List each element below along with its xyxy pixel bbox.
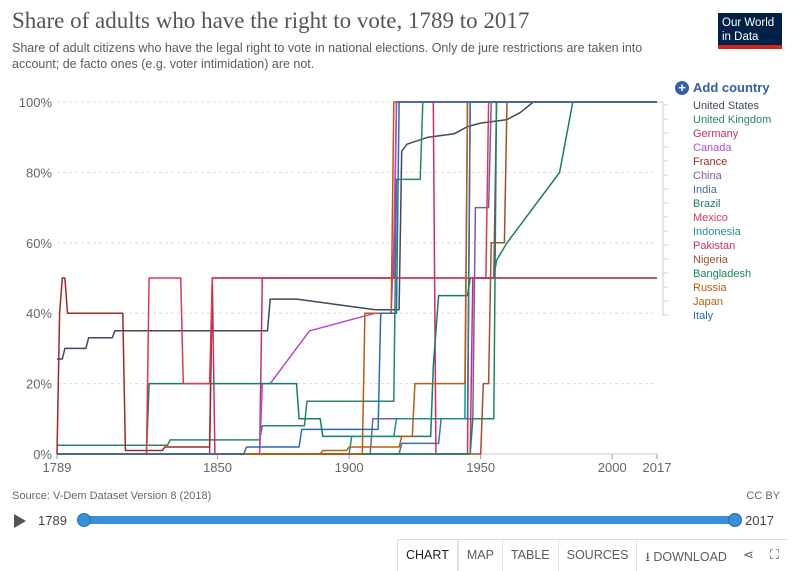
tab-download-label: DOWNLOAD: [653, 550, 727, 564]
legend-label: Nigeria: [693, 254, 729, 266]
add-country-label: Add country: [693, 80, 770, 95]
tab-download[interactable]: ⭳ DOWNLOAD: [636, 540, 735, 571]
tab-chart[interactable]: CHART: [397, 540, 458, 571]
series-line-japan: [57, 101, 657, 455]
legend-label: United States: [693, 100, 760, 112]
x-tick-label: 2000: [598, 460, 627, 475]
legend-label: Mexico: [693, 212, 728, 224]
series-line-united-kingdom: [57, 101, 657, 446]
series-line-india: [57, 101, 657, 455]
source-note[interactable]: Source: V-Dem Dataset Version 8 (2018): [12, 490, 212, 502]
x-tick-label: 1789: [43, 460, 72, 475]
tab-sources[interactable]: SOURCES: [557, 540, 637, 571]
x-tick-label: 2017: [643, 460, 672, 475]
y-tick-label: 100%: [19, 95, 53, 110]
timeline-start-label: 1789: [38, 513, 67, 528]
y-tick-label: 40%: [26, 306, 52, 321]
chart-subtitle: Share of adult citizens who have the leg…: [12, 41, 643, 71]
series-line-brazil: [57, 101, 657, 455]
license-note[interactable]: CC BY: [746, 490, 780, 502]
legend-label: Germany: [693, 128, 739, 140]
tab-bar: CHART MAP TABLE SOURCES ⭳ DOWNLOAD ⋖ ⛶: [397, 539, 787, 571]
tab-table[interactable]: TABLE: [501, 540, 558, 571]
legend-label: China: [693, 170, 723, 182]
timeline-end-handle[interactable]: [728, 513, 742, 527]
legend-label: India: [693, 184, 718, 196]
legend-label: Italy: [693, 310, 714, 322]
legend-label: Brazil: [693, 198, 721, 210]
legend-label: Canada: [693, 142, 732, 154]
y-tick-label: 80%: [26, 165, 52, 180]
series-line-mexico: [57, 101, 657, 455]
line-chart: 0% 20% 40% 60% 80% 100% 1789 1850 1900 1950 2000 20…: [19, 95, 772, 475]
legend-label: Russia: [693, 282, 728, 294]
series-line-canada: [57, 101, 657, 455]
series-line-united-states: [57, 101, 657, 360]
share-icon[interactable]: ⋖: [742, 547, 754, 562]
legend-label: Indonesia: [693, 226, 742, 238]
plus-circle-icon: +: [675, 80, 689, 95]
logo-line-2: in Data: [722, 31, 759, 43]
play-icon[interactable]: [14, 514, 26, 528]
series-line-china: [57, 101, 657, 455]
logo-line-1: Our World: [722, 17, 775, 29]
timeline-start-handle[interactable]: [77, 513, 91, 527]
legend-label: Bangladesh: [693, 268, 751, 280]
timeline-track[interactable]: [82, 516, 734, 524]
fullscreen-icon[interactable]: ⛶: [769, 547, 779, 562]
tab-map[interactable]: MAP: [457, 540, 502, 571]
owid-logo[interactable]: Our World in Data: [718, 13, 782, 49]
x-tick-label: 1950: [466, 460, 495, 475]
series-line-france: [56, 277, 657, 455]
add-country-button[interactable]: + Add country: [675, 80, 770, 95]
legend-label: Japan: [693, 296, 723, 308]
series-line-nigeria: [57, 101, 657, 455]
y-tick-label: 20%: [26, 377, 52, 392]
timeline-end-label: 2017: [745, 513, 774, 528]
series-line-italy: [57, 101, 657, 455]
legend-connector: [657, 101, 668, 316]
legend-label: France: [693, 156, 727, 168]
download-icon: ⭳: [645, 550, 650, 564]
y-tick-label: 0%: [33, 447, 52, 462]
x-tick-label: 1850: [203, 460, 232, 475]
legend-label: Pakistan: [693, 240, 735, 252]
y-tick-label: 60%: [26, 236, 52, 251]
legend-label: United Kingdom: [693, 114, 771, 126]
x-tick-label: 1900: [335, 460, 364, 475]
chart-title: Share of adults who have the right to vo…: [12, 8, 530, 33]
